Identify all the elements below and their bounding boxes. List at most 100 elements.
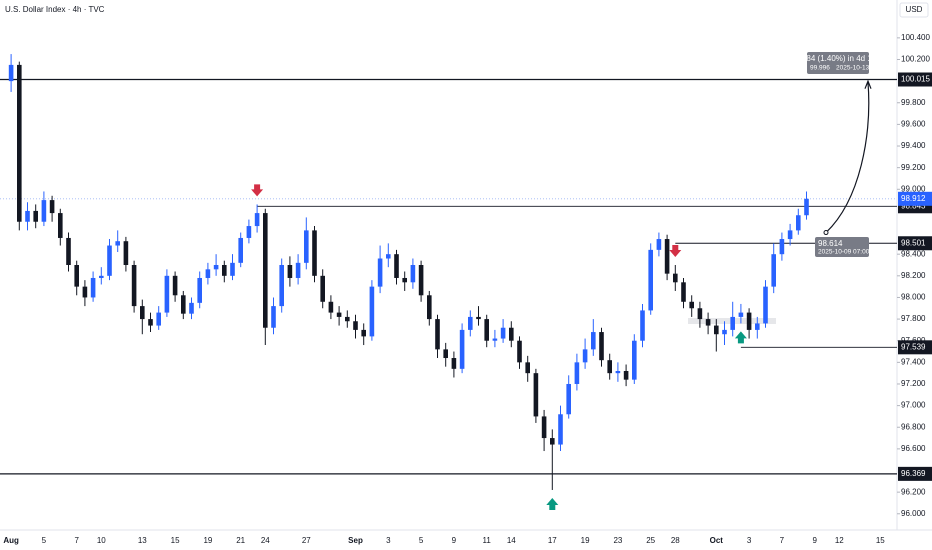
candle-body	[33, 210, 38, 222]
measure-time: 2025-10-13 19:00	[836, 65, 888, 72]
x-tick-label: 7	[780, 536, 785, 545]
candle-body	[763, 286, 768, 324]
y-tick-label: 96.200	[901, 487, 926, 496]
down-arrow	[251, 184, 264, 197]
candle-body	[172, 275, 178, 296]
measure-start	[823, 230, 829, 236]
candle-body	[197, 277, 202, 303]
candle-body	[722, 329, 727, 335]
x-tick-label: 25	[646, 536, 655, 545]
measure-arrowhead	[864, 79, 872, 89]
x-tick-label: 21	[236, 536, 245, 545]
candle-body	[189, 302, 194, 314]
y-tick-label: 99.000	[901, 184, 926, 193]
level-label: 96.369	[901, 469, 926, 478]
x-tick-label: 9	[452, 536, 457, 545]
measure-curve	[825, 82, 870, 233]
y-tick-label: 96.800	[901, 422, 926, 431]
candle-body	[254, 213, 260, 227]
candle-body	[386, 254, 391, 259]
candle-body	[41, 200, 47, 222]
candle-body	[484, 319, 489, 341]
candle-body	[427, 295, 432, 320]
candle-body	[599, 332, 604, 361]
y-tick-label: 96.000	[901, 509, 926, 518]
candle-body	[66, 237, 71, 265]
candle-body	[123, 241, 129, 265]
candle-body	[263, 213, 268, 328]
candle-body	[230, 262, 235, 276]
candle-body	[509, 327, 514, 341]
x-tick-label: 12	[835, 536, 844, 545]
candle-body	[533, 373, 539, 417]
x-tick-label: 7	[74, 536, 79, 545]
candle-body	[714, 325, 719, 335]
start-price: 98.614	[818, 239, 843, 248]
candle-body	[148, 319, 153, 326]
x-tick-label: 13	[138, 536, 147, 545]
x-tick-label: 27	[302, 536, 311, 545]
candle-body	[582, 349, 588, 363]
candle-body	[279, 265, 284, 307]
candle-body	[681, 282, 686, 302]
x-tick-label: 9	[812, 536, 817, 545]
candle-body	[517, 340, 522, 363]
candle-body	[566, 383, 571, 415]
candle-body	[574, 362, 580, 384]
candle-body	[787, 230, 793, 240]
candle-body	[697, 308, 703, 320]
y-tick-label: 99.600	[901, 119, 926, 128]
candle-body	[74, 265, 79, 287]
x-tick-label: 24	[261, 536, 270, 545]
candle-body	[213, 265, 219, 270]
candle-body	[205, 269, 211, 278]
candle-body	[607, 360, 612, 374]
candle-body	[25, 210, 30, 222]
candle-body	[730, 316, 735, 330]
candle-body	[345, 316, 350, 322]
candle-body	[17, 64, 22, 222]
currency-box[interactable]	[899, 2, 929, 18]
candle-body	[591, 332, 596, 350]
candle-body	[49, 200, 55, 214]
candle-body	[771, 254, 776, 287]
candle-body	[550, 438, 555, 445]
x-tick-label: 5	[42, 536, 47, 545]
candle-body	[755, 323, 760, 330]
candle-body	[443, 349, 448, 359]
y-tick-label: 97.200	[901, 379, 926, 388]
x-tick-label: 3	[747, 536, 752, 545]
candle-body	[779, 239, 785, 255]
candle-body	[304, 230, 309, 263]
candle-body	[246, 226, 252, 238]
candle-body	[222, 265, 227, 276]
x-tick-label: 15	[876, 536, 885, 545]
candle-body	[140, 306, 145, 320]
level-label-box	[898, 72, 932, 87]
up-arrow	[734, 331, 747, 344]
candle-body	[705, 319, 711, 326]
candle-body	[541, 416, 547, 439]
candle-body	[394, 254, 399, 278]
candle-body	[476, 316, 481, 320]
candle-body	[295, 262, 301, 278]
candle-body	[107, 245, 112, 276]
candle-body	[738, 312, 744, 317]
last-price-box	[898, 191, 932, 206]
candle-body	[402, 277, 407, 283]
candle-body	[746, 312, 752, 330]
candle-body	[271, 306, 276, 328]
y-tick-label: 97.000	[901, 401, 926, 410]
x-tick-label: Aug	[3, 536, 19, 545]
candle-body	[8, 64, 14, 82]
x-tick-label: 14	[507, 536, 516, 545]
currency[interactable]: USD	[906, 5, 923, 14]
candle-body	[131, 265, 137, 307]
last-price-label: 98.912	[901, 194, 926, 203]
level-label: 100.015	[901, 75, 930, 84]
candle-body	[492, 338, 498, 341]
candle-body	[500, 327, 506, 339]
x-tick-label: 28	[671, 536, 680, 545]
chart-title: U.S. Dollar Index · 4h · TVC	[5, 5, 105, 14]
